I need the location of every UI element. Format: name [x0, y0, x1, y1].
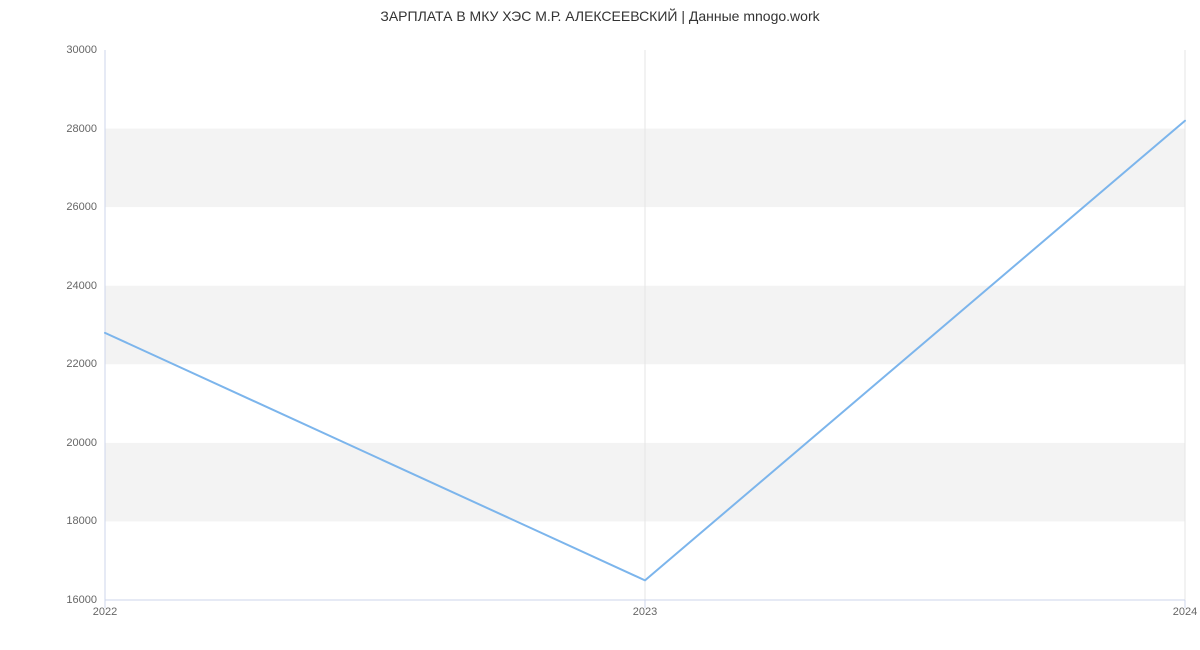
y-tick-label: 20000: [66, 437, 97, 449]
y-tick-label: 30000: [66, 44, 97, 56]
y-tick-label: 16000: [66, 594, 97, 606]
plot-area: 1600018000200002200024000260002800030000…: [105, 50, 1185, 600]
y-tick-label: 26000: [66, 201, 97, 213]
plot-svg: [105, 50, 1185, 600]
y-tick-label: 18000: [66, 515, 97, 527]
y-tick-label: 24000: [66, 280, 97, 292]
y-tick-label: 22000: [66, 358, 97, 370]
x-tick-label: 2022: [93, 606, 117, 618]
x-tick-label: 2024: [1173, 606, 1197, 618]
y-tick-label: 28000: [66, 123, 97, 135]
x-tick-label: 2023: [633, 606, 657, 618]
chart-title: ЗАРПЛАТА В МКУ ХЭС М.Р. АЛЕКСЕЕВСКИЙ | Д…: [0, 8, 1200, 24]
salary-line-chart: ЗАРПЛАТА В МКУ ХЭС М.Р. АЛЕКСЕЕВСКИЙ | Д…: [0, 0, 1200, 650]
